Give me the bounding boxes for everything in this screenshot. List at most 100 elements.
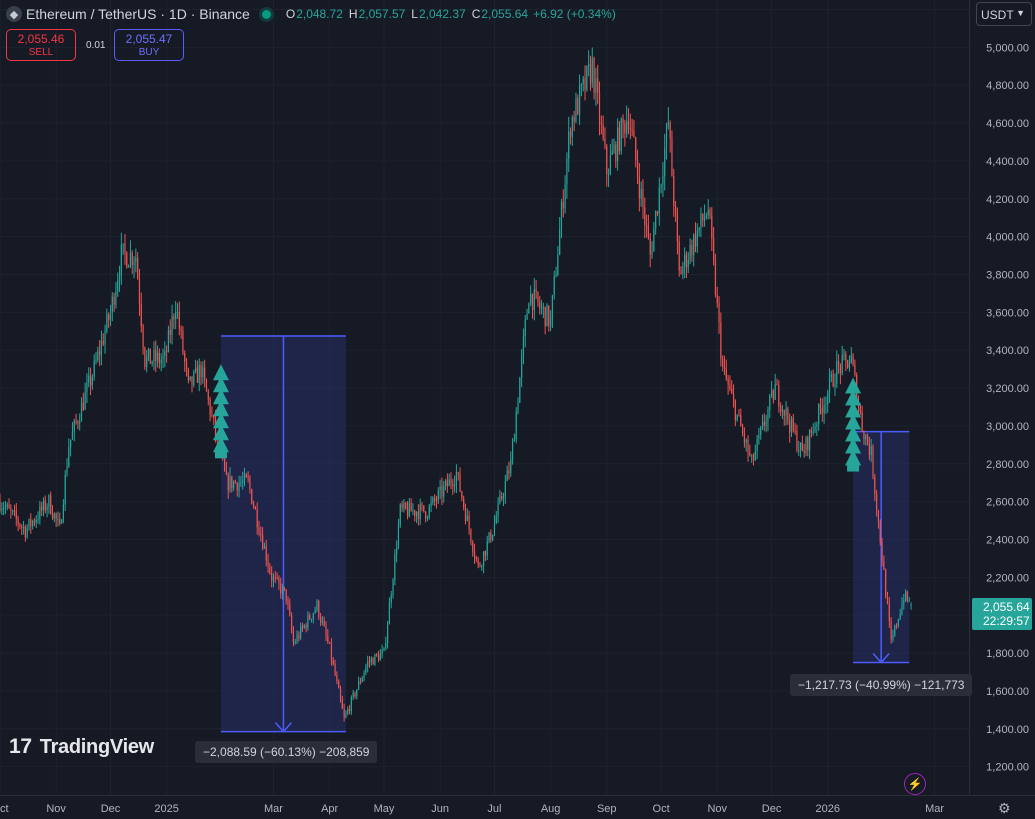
candle-body (607, 173, 610, 175)
price-axis[interactable]: 1,200.001,400.001,600.001,800.002,000.00… (986, 4, 1029, 773)
arrow-up-icon (845, 413, 862, 430)
candle-body (713, 238, 715, 261)
candle-body (233, 481, 235, 489)
candle-body (423, 505, 425, 512)
buy-button[interactable]: 2,055.47 BUY (114, 29, 184, 61)
x-tick-label: Mar (264, 803, 283, 815)
candle-body (772, 390, 774, 400)
candle-body (497, 503, 499, 517)
lightning-icon[interactable]: ⚡ (904, 773, 926, 795)
candle-body (827, 393, 829, 405)
currency-select[interactable]: USDT ▼ (976, 2, 1032, 26)
candle-body (367, 661, 369, 667)
candle-body (401, 504, 403, 508)
candle-body (627, 121, 630, 128)
price-range-boxes[interactable] (220, 335, 910, 733)
candle-body (104, 331, 106, 345)
candle-body (903, 600, 905, 604)
candle-body (729, 385, 731, 389)
last-price: 2,055.64 (983, 600, 1030, 614)
candle-body (303, 625, 305, 628)
candle-body (836, 361, 838, 385)
candle-body (452, 483, 454, 487)
candle-body (162, 355, 164, 360)
candle-body (781, 409, 784, 412)
arrow-up-icon (212, 400, 229, 417)
candle-body (348, 709, 351, 711)
candle-body (593, 58, 595, 93)
candle-body (895, 625, 898, 627)
candle-body (318, 601, 320, 617)
y-tick-label: 2,600.00 (986, 497, 1029, 509)
x-tick-label: 2025 (154, 803, 178, 815)
candle-body (600, 123, 602, 125)
x-tick-label: Dec (101, 803, 121, 815)
candle-body (676, 214, 678, 242)
candle-body (809, 430, 811, 451)
tradingview-brand[interactable]: 17 TradingView (9, 735, 154, 759)
candle-body (879, 521, 881, 543)
candle-body (732, 393, 735, 401)
candle-body (336, 675, 338, 681)
candle-body (195, 367, 197, 372)
candle-body (622, 118, 624, 124)
open-value: 2,048.72 (296, 7, 343, 21)
candle-body (419, 504, 421, 520)
gear-icon[interactable]: ⚙ (998, 800, 1011, 816)
time-axis[interactable]: Oct Nov Dec 2025 Mar Apr May Jun Jul Aug Sep Oct Nov… (0, 803, 944, 815)
candle-body (59, 518, 61, 524)
candle-body (305, 625, 307, 629)
candle-body (251, 489, 253, 504)
candle-body (258, 527, 260, 534)
candle-body (872, 446, 874, 478)
candle-body (390, 595, 392, 603)
candle-body (828, 377, 831, 394)
candle-body (881, 542, 883, 562)
currency-label: USDT (981, 8, 1014, 22)
candle-body (252, 503, 255, 508)
candle-body (100, 340, 103, 355)
candle-body (193, 371, 195, 385)
candle-body (374, 654, 376, 665)
candle-body (551, 295, 554, 318)
candle-body (314, 609, 316, 614)
candle-body (720, 322, 722, 359)
candle-body (866, 435, 869, 445)
candle-body (756, 438, 758, 452)
candle-body (6, 504, 8, 507)
candle-body (118, 275, 121, 282)
candle-body (780, 406, 782, 412)
candle-body (571, 117, 573, 137)
candle-body (830, 374, 832, 378)
candle-body (42, 500, 45, 511)
sell-button[interactable]: 2,055.46 SELL (6, 29, 76, 61)
candle-body (635, 137, 637, 161)
symbol-title[interactable]: Ethereum / TetherUS · 1D · Binance (26, 6, 250, 22)
candle-body (325, 625, 327, 636)
candle-body (122, 243, 124, 245)
candle-body (62, 504, 64, 522)
candle-body (238, 483, 240, 491)
candle-body (555, 275, 557, 277)
candle-body (135, 257, 137, 263)
candle-body (262, 535, 264, 549)
market-status-icon[interactable] (261, 9, 271, 19)
candle-body (28, 518, 30, 528)
candle-body (354, 692, 356, 697)
candle-body (531, 293, 534, 311)
candle-body (578, 86, 581, 115)
y-tick-label: 4,200.00 (986, 194, 1029, 206)
candle-body (825, 404, 827, 406)
x-tick-label: 2026 (815, 803, 839, 815)
candle-body (115, 291, 117, 306)
candle-body (738, 414, 740, 416)
candle-body (227, 474, 229, 491)
candle-body (138, 278, 141, 304)
candle-body (137, 257, 139, 279)
arrow-up-icon (845, 437, 862, 454)
candle-body (606, 146, 608, 175)
candle-body (837, 361, 840, 365)
candle-body (834, 384, 836, 387)
candle-body (751, 455, 753, 457)
